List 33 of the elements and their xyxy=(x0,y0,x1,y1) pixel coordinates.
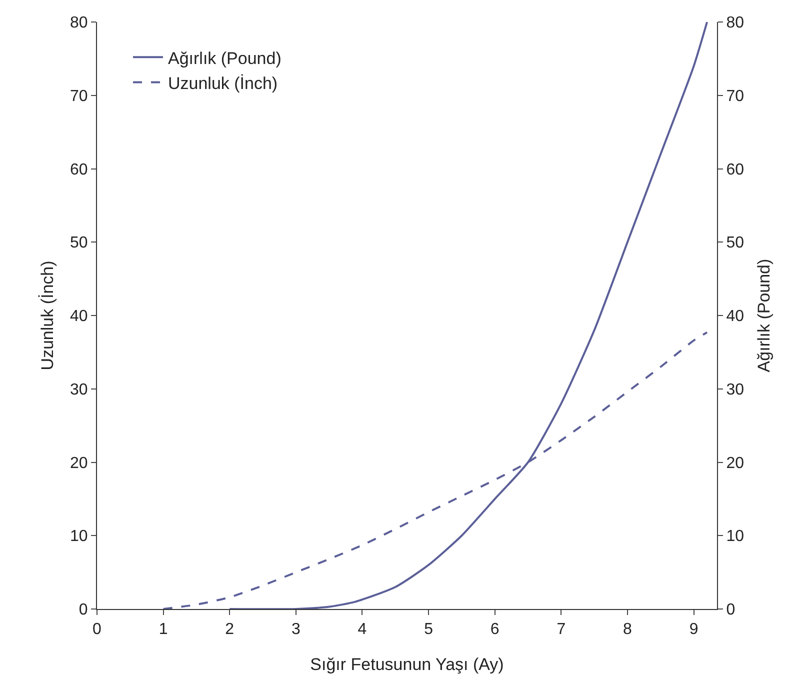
x-tick-label: 0 xyxy=(92,621,102,638)
x-tick-label: 5 xyxy=(424,621,434,638)
x-axis-title: Sığır Fetusunun Yaşı (Ay) xyxy=(310,655,504,674)
y-tick-label: 20 xyxy=(70,454,88,472)
legend-label: Ağırlık (Pound) xyxy=(168,48,282,68)
y2-axis-title: Ağırlık (Pound) xyxy=(754,258,774,372)
y2-tick-label: 30 xyxy=(726,381,744,398)
y-tick-label: 80 xyxy=(70,14,88,32)
x-tick-label: 1 xyxy=(158,621,168,638)
x-tick-label: 2 xyxy=(225,621,234,638)
y-tick-label: 60 xyxy=(70,161,88,178)
y2-tick-label: 60 xyxy=(726,161,744,178)
y-tick-label: 0 xyxy=(78,602,88,619)
x-tick-label: 6 xyxy=(490,621,500,638)
y-tick-label: 10 xyxy=(70,528,88,546)
x-tick-label: 8 xyxy=(623,621,632,638)
y2-tick-label: 40 xyxy=(726,308,744,326)
y2-tick-label: 10 xyxy=(726,528,744,546)
y2-tick-label: 70 xyxy=(726,88,744,105)
y2-tick-label: 0 xyxy=(726,602,736,619)
y2-tick-label: 50 xyxy=(726,234,744,252)
x-tick-label: 7 xyxy=(556,621,566,638)
y-tick-label: 50 xyxy=(70,234,88,252)
x-tick-label: 3 xyxy=(291,621,300,638)
legend-label: Uzunluk (İnch) xyxy=(168,74,278,93)
x-tick-label: 4 xyxy=(358,621,367,638)
y-tick-label: 30 xyxy=(70,381,88,398)
y-tick-label: 70 xyxy=(70,88,88,105)
y2-tick-label: 80 xyxy=(726,14,744,32)
y2-tick-label: 20 xyxy=(726,454,744,472)
x-tick-label: 9 xyxy=(689,621,698,638)
y-axis-title: Uzunluk (İnch) xyxy=(38,260,57,370)
y-tick-label: 40 xyxy=(70,308,88,326)
